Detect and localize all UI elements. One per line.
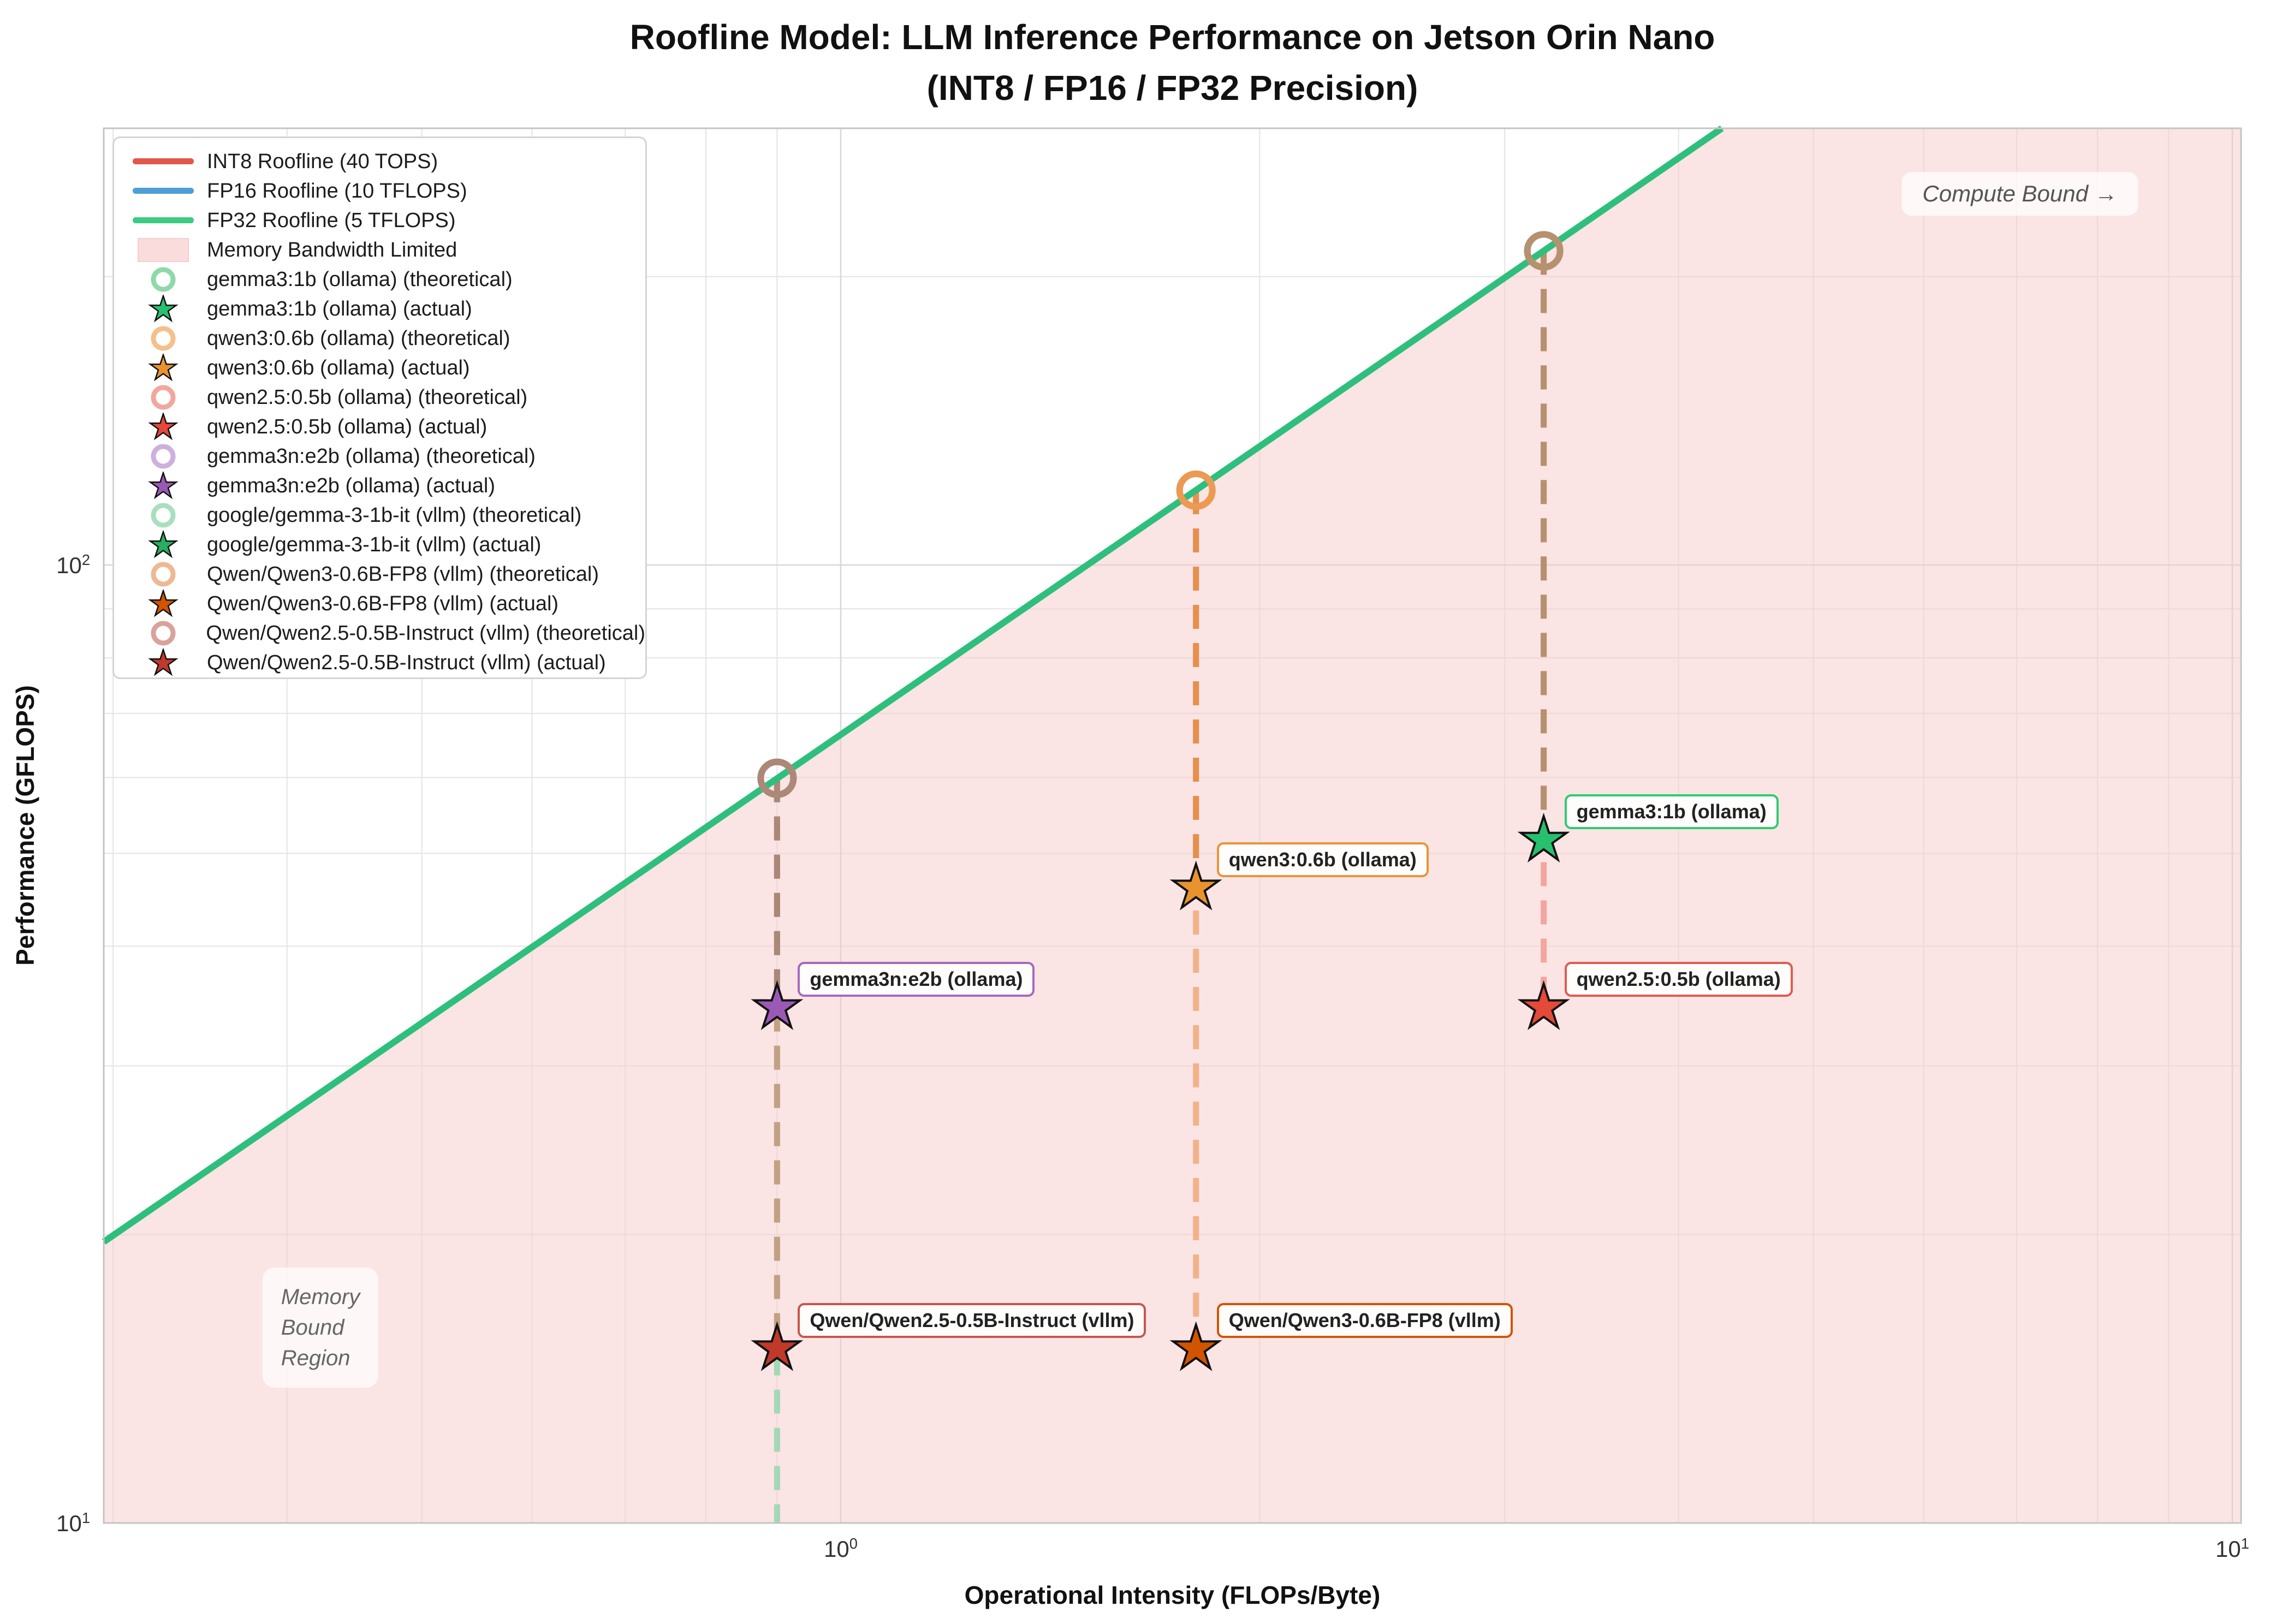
legend-marker-star <box>148 295 179 323</box>
legend-marker-circle <box>151 621 176 646</box>
legend-marker-star <box>148 472 179 499</box>
legend-item: Qwen/Qwen3-0.6B-FP8 (vllm) (actual) <box>114 589 645 618</box>
legend-marker-circle <box>151 503 176 528</box>
legend-item: qwen3:0.6b (ollama) (theoretical) <box>114 324 645 353</box>
legend-label: FP32 Roofline (5 TFLOPS) <box>207 209 456 232</box>
legend-label: gemma3:1b (ollama) (actual) <box>207 297 472 320</box>
legend-marker-star <box>148 649 179 676</box>
legend-label: qwen2.5:0.5b (ollama) (actual) <box>207 415 488 438</box>
legend-item: gemma3n:e2b (ollama) (theoretical) <box>114 442 645 471</box>
legend-label: google/gemma-3-1b-it (vllm) (actual) <box>207 533 542 556</box>
legend-item: gemma3:1b (ollama) (theoretical) <box>114 265 645 294</box>
y-tick-label: 101 <box>56 1509 90 1536</box>
actual-marker <box>1517 812 1570 863</box>
point-label: gemma3:1b (ollama) <box>1564 794 1779 830</box>
compute-bound-annotation: Compute Bound → <box>1901 172 2138 216</box>
legend-item: gemma3:1b (ollama) (actual) <box>114 294 645 324</box>
legend-marker-line <box>133 217 194 223</box>
point-label: qwen2.5:0.5b (ollama) <box>1564 962 1793 997</box>
legend-item: google/gemma-3-1b-it (vllm) (actual) <box>114 530 645 560</box>
y-tick-label: 102 <box>56 551 90 578</box>
actual-marker <box>1517 980 1570 1030</box>
point-label: qwen3:0.6b (ollama) <box>1216 842 1429 877</box>
legend-label: gemma3n:e2b (ollama) (actual) <box>207 474 496 497</box>
legend-marker-circle <box>151 444 176 469</box>
legend-label: Memory Bandwidth Limited <box>207 238 457 261</box>
point-label: gemma3n:e2b (ollama) <box>798 962 1035 997</box>
legend-item: FP32 Roofline (5 TFLOPS) <box>114 206 645 235</box>
actual-marker <box>1169 1321 1222 1371</box>
legend-item: INT8 Roofline (40 TOPS) <box>114 147 645 176</box>
legend-item: Qwen/Qwen2.5-0.5B-Instruct (vllm) (theor… <box>114 618 645 648</box>
legend-item: qwen2.5:0.5b (ollama) (actual) <box>114 412 645 442</box>
memory-bound-annotation: Memory Bound Region <box>262 1268 379 1388</box>
legend-marker-patch <box>138 238 189 262</box>
legend-label: Qwen/Qwen3-0.6B-FP8 (vllm) (theoretical) <box>207 562 599 586</box>
chart-title-line1: Roofline Model: LLM Inference Performanc… <box>629 17 1715 57</box>
y-axis-label: Performance (GFLOPS) <box>11 685 39 966</box>
legend-marker-star <box>148 590 179 617</box>
legend-item: Qwen/Qwen3-0.6B-FP8 (vllm) (theoretical) <box>114 560 645 589</box>
theoretical-marker <box>1524 231 1564 271</box>
plot-border <box>103 127 2242 1524</box>
legend-label: INT8 Roofline (40 TOPS) <box>207 150 438 173</box>
legend-marker-circle <box>151 326 176 351</box>
actual-marker <box>751 980 804 1030</box>
x-axis-label: Operational Intensity (FLOPs/Byte) <box>964 1581 1381 1609</box>
legend-marker-star <box>148 354 179 382</box>
legend-marker-circle <box>151 385 176 410</box>
legend-marker-line <box>133 188 194 194</box>
legend-label: Qwen/Qwen3-0.6B-FP8 (vllm) (actual) <box>207 592 559 615</box>
legend-label: Qwen/Qwen2.5-0.5B-Instruct (vllm) (theor… <box>206 621 645 645</box>
legend-item: Qwen/Qwen2.5-0.5B-Instruct (vllm) (actua… <box>114 648 645 677</box>
legend-label: gemma3:1b (ollama) (theoretical) <box>207 267 513 291</box>
roofline-fp32 <box>102 126 1724 1245</box>
legend-marker-star <box>148 413 179 441</box>
legend-marker-circle <box>151 267 176 292</box>
legend-label: qwen2.5:0.5b (ollama) (theoretical) <box>207 385 528 409</box>
point-label: Qwen/Qwen2.5-0.5B-Instruct (vllm) <box>798 1302 1146 1338</box>
legend-item: gemma3n:e2b (ollama) (actual) <box>114 471 645 501</box>
legend: INT8 Roofline (40 TOPS) FP16 Roofline (10… <box>112 136 647 679</box>
legend-label: gemma3n:e2b (ollama) (theoretical) <box>207 444 536 468</box>
legend-item: Memory Bandwidth Limited <box>114 235 645 265</box>
x-tick-label: 101 <box>2215 1535 2249 1562</box>
legend-marker-circle <box>151 562 176 587</box>
legend-item: qwen2.5:0.5b (ollama) (theoretical) <box>114 383 645 412</box>
legend-item: google/gemma-3-1b-it (vllm) (theoretical… <box>114 501 645 530</box>
legend-marker-line <box>133 158 194 164</box>
legend-marker-star <box>148 531 179 558</box>
legend-item: qwen3:0.6b (ollama) (actual) <box>114 353 645 383</box>
actual-marker <box>751 1321 804 1371</box>
point-label: Qwen/Qwen3-0.6B-FP8 (vllm) <box>1216 1302 1513 1338</box>
memory-bound-region <box>104 128 2241 1523</box>
chart-title: Roofline Model: LLM Inference Performanc… <box>104 12 2241 114</box>
chart-title-line2: (INT8 / FP16 / FP32 Precision) <box>926 68 1418 108</box>
theoretical-marker <box>1176 470 1216 510</box>
legend-label: FP16 Roofline (10 TFLOPS) <box>207 179 467 203</box>
x-tick-label: 100 <box>824 1535 858 1562</box>
theoretical-marker <box>757 758 797 798</box>
legend-label: google/gemma-3-1b-it (vllm) (theoretical… <box>207 503 582 527</box>
legend-label: qwen3:0.6b (ollama) (actual) <box>207 356 470 379</box>
actual-marker <box>1169 860 1222 911</box>
legend-label: qwen3:0.6b (ollama) (theoretical) <box>207 326 510 350</box>
legend-label: Qwen/Qwen2.5-0.5B-Instruct (vllm) (actua… <box>207 651 606 674</box>
legend-item: FP16 Roofline (10 TFLOPS) <box>114 176 645 206</box>
